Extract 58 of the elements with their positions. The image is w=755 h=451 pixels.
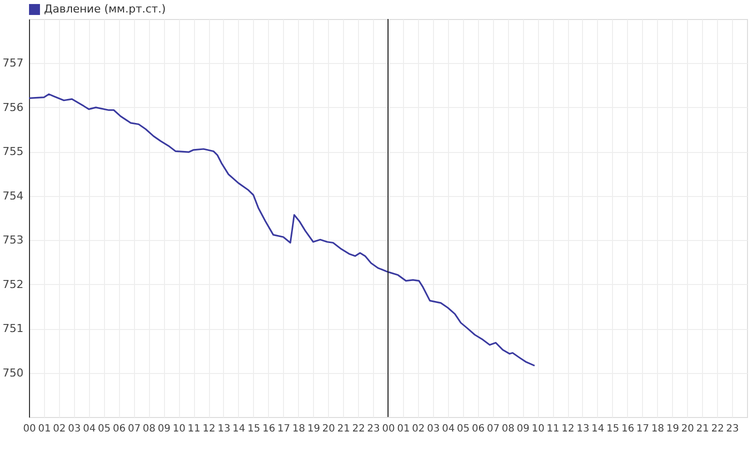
x-tick-label: 17: [636, 424, 650, 434]
x-tick-label: 19: [307, 424, 320, 434]
x-tick-label: 14: [232, 424, 246, 434]
x-tick-label: 04: [442, 424, 455, 434]
x-tick-label: 20: [322, 424, 336, 434]
x-tick-label: 00: [382, 424, 395, 434]
y-tick-label: 755: [2, 145, 24, 158]
x-tick-label: 04: [82, 424, 96, 434]
x-tick-label: 12: [562, 424, 574, 434]
x-tick-label: 08: [502, 424, 515, 434]
x-tick-label: 01: [38, 424, 51, 434]
x-tick-label: 14: [592, 424, 604, 434]
x-tick-label: 11: [546, 424, 560, 434]
x-tick-label: 09: [516, 424, 530, 434]
x-tick-label: 10: [532, 424, 544, 434]
x-tick-label: 23: [726, 424, 739, 434]
x-tick-label: 21: [337, 424, 350, 434]
x-tick-label: 07: [486, 424, 500, 434]
x-tick-label: 19: [666, 424, 680, 434]
x-tick-label: 13: [576, 424, 590, 434]
x-tick-label: 23: [367, 424, 380, 434]
x-tick-label: 05: [98, 424, 111, 434]
line-series: [28, 93, 536, 366]
x-tick-label: 05: [456, 424, 470, 434]
x-tick-label: 22: [352, 424, 365, 434]
x-tick-label: 06: [112, 424, 126, 434]
x-tick-label: 10: [172, 424, 186, 434]
y-tick-label: 754: [2, 189, 24, 202]
x-tick-label: 06: [472, 424, 485, 434]
x-tick-label: 21: [696, 424, 709, 434]
x-tick-label: 16: [621, 424, 634, 434]
x-tick-label: 15: [248, 424, 260, 434]
x-tick-label: 22: [711, 424, 724, 434]
y-tick-label: 756: [2, 100, 24, 114]
x-tick-label: 03: [68, 424, 81, 434]
x-tick-label: 11: [188, 424, 200, 434]
y-tick-label: 757: [2, 56, 24, 70]
x-tick-label: 18: [292, 424, 306, 434]
y-tick-label: 753: [2, 234, 24, 247]
x-tick-label: 17: [277, 424, 290, 434]
y-tick-label: 750: [2, 366, 24, 380]
x-tick-label: 12: [202, 424, 216, 434]
x-tick-label: 03: [427, 424, 440, 434]
y-tick-label: 752: [2, 278, 24, 291]
x-tick-label: 15: [606, 424, 620, 434]
x-tick-label: 00: [23, 424, 36, 434]
y-tick-label: 751: [2, 322, 24, 336]
x-tick-label: 02: [412, 424, 425, 434]
x-tick-label: 09: [158, 424, 170, 434]
x-tick-label: 07: [128, 424, 141, 434]
x-tick-label: 20: [681, 424, 694, 434]
x-tick-label: 08: [142, 424, 156, 434]
legend-label: Давление (мм.рт.ст.): [44, 2, 166, 16]
x-tick-label: 01: [397, 424, 410, 434]
x-tick-label: 16: [262, 424, 276, 434]
x-tick-label: 13: [218, 424, 230, 434]
x-tick-label: 18: [651, 424, 664, 434]
x-tick-label: 02: [53, 424, 66, 434]
